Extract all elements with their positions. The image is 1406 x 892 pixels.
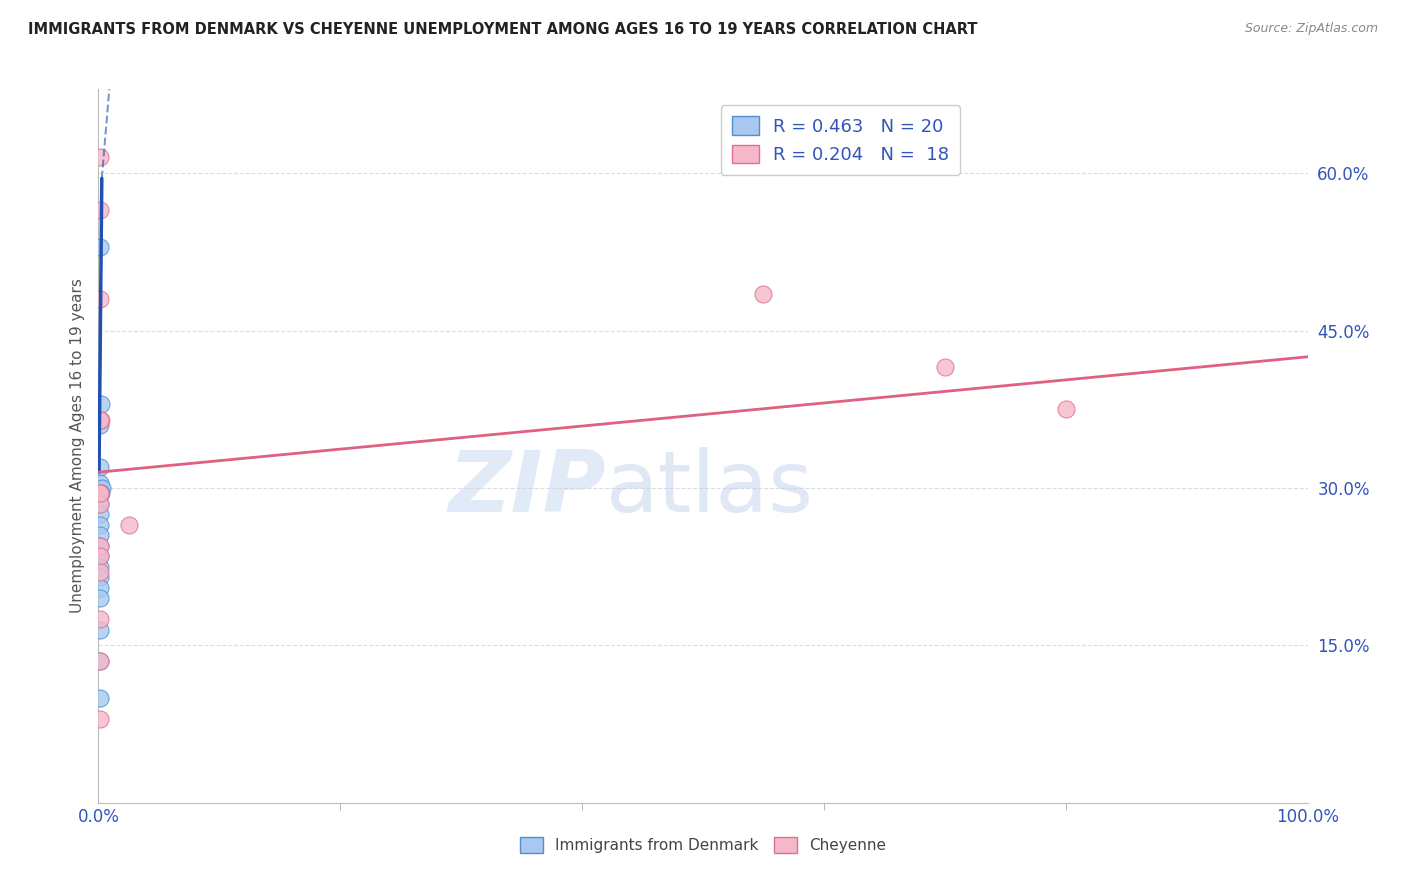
Point — [90, 413, 112, 427]
Point — [89, 486, 111, 500]
Text: Source: ZipAtlas.com: Source: ZipAtlas.com — [1244, 22, 1378, 36]
Point — [89, 565, 111, 579]
Text: atlas: atlas — [606, 447, 814, 531]
Point — [89, 559, 111, 574]
Point — [89, 150, 111, 164]
Point — [89, 623, 111, 637]
Y-axis label: Unemployment Among Ages 16 to 19 years: Unemployment Among Ages 16 to 19 years — [69, 278, 84, 614]
Point — [89, 654, 111, 668]
Point — [89, 497, 111, 511]
Point — [89, 612, 111, 626]
Point — [118, 517, 141, 532]
Point — [89, 539, 111, 553]
Point — [89, 292, 111, 306]
Point — [89, 497, 111, 511]
Point — [89, 507, 111, 521]
Point — [89, 539, 111, 553]
Point — [89, 517, 111, 532]
Point — [89, 690, 111, 705]
Text: IMMIGRANTS FROM DENMARK VS CHEYENNE UNEMPLOYMENT AMONG AGES 16 TO 19 YEARS CORRE: IMMIGRANTS FROM DENMARK VS CHEYENNE UNEM… — [28, 22, 977, 37]
Point — [89, 460, 111, 475]
Text: ZIP: ZIP — [449, 447, 606, 531]
Point — [752, 286, 775, 301]
Legend: Immigrants from Denmark, Cheyenne: Immigrants from Denmark, Cheyenne — [515, 831, 891, 859]
Point — [89, 417, 111, 432]
Point — [89, 581, 111, 595]
Point — [91, 481, 114, 495]
Point — [89, 591, 111, 606]
Point — [89, 712, 111, 726]
Point — [89, 413, 111, 427]
Point — [89, 570, 111, 584]
Point — [90, 397, 112, 411]
Point — [89, 486, 111, 500]
Point — [1054, 402, 1077, 417]
Point — [89, 202, 111, 217]
Point — [89, 239, 111, 253]
Point — [90, 486, 112, 500]
Point — [89, 549, 111, 564]
Point — [89, 475, 111, 490]
Point — [934, 360, 956, 375]
Point — [89, 528, 111, 542]
Point — [89, 654, 111, 668]
Point — [89, 549, 111, 564]
